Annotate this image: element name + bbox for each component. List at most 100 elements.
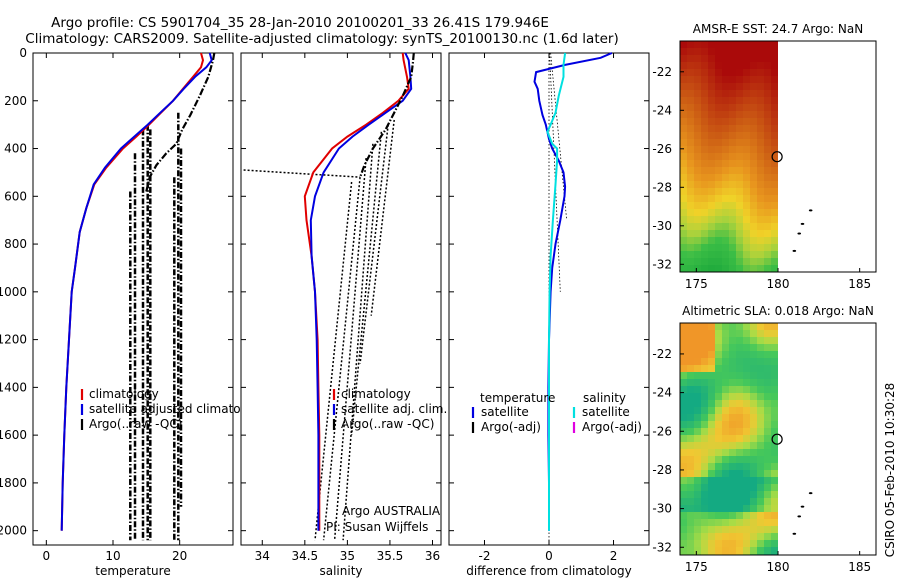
- sst-map-panel: AMSR-E SST: 24.7 Argo: NaN 175 180 185 -22 -2…: [652, 22, 877, 291]
- map-cell: [701, 55, 708, 62]
- map-cell: [722, 526, 729, 533]
- map-cell: [722, 104, 729, 111]
- map-cell: [687, 48, 694, 55]
- y-tick-label: 1600: [0, 428, 27, 442]
- map-cell: [743, 97, 750, 104]
- map-cell: [729, 421, 736, 428]
- map-cell: [701, 153, 708, 160]
- map-cell: [764, 372, 771, 379]
- map-cell: [750, 55, 757, 62]
- map-cell: [743, 372, 750, 379]
- map-cell: [715, 244, 722, 251]
- argo-raw-profile-line: [350, 131, 383, 436]
- map-cell: [722, 372, 729, 379]
- map-cell: [750, 400, 757, 407]
- map-cell: [687, 83, 694, 90]
- map-cell: [764, 69, 771, 76]
- map-cell: [708, 491, 715, 498]
- map-cell: [743, 400, 750, 407]
- map-cell: [757, 160, 764, 167]
- map-cell: [708, 547, 715, 554]
- map-cell: [694, 323, 701, 330]
- map-cell: [764, 83, 771, 90]
- map-cell: [694, 209, 701, 216]
- map-cell: [743, 533, 750, 540]
- map-cell: [771, 230, 778, 237]
- map-cell: [708, 265, 715, 272]
- map-cell: [729, 139, 736, 146]
- map-cell: [680, 463, 687, 470]
- map-cell: [722, 160, 729, 167]
- map-cell: [694, 132, 701, 139]
- map-cell: [701, 41, 708, 48]
- map-cell: [694, 365, 701, 372]
- map-cell: [722, 330, 729, 337]
- map-cell: [715, 258, 722, 265]
- map-cell: [743, 230, 750, 237]
- map-cell: [722, 97, 729, 104]
- map-cell: [715, 62, 722, 69]
- map-cell: [708, 421, 715, 428]
- map-cell: [687, 477, 694, 484]
- map-cell: [771, 365, 778, 372]
- map-cell: [729, 512, 736, 519]
- map-cell: [729, 62, 736, 69]
- map-cell: [750, 442, 757, 449]
- map-cell: [701, 118, 708, 125]
- map-cell: [736, 202, 743, 209]
- map-cell: [715, 421, 722, 428]
- map-cell: [687, 55, 694, 62]
- map-cell: [764, 470, 771, 477]
- legend-label: climatology: [341, 387, 411, 401]
- map-cell: [757, 104, 764, 111]
- map-cell: [757, 251, 764, 258]
- map-cell: [708, 111, 715, 118]
- map-cell: [729, 48, 736, 55]
- sla-map-panel: Altimetric SLA: 0.018 Argo: NaN 175 180 185…: [652, 304, 877, 574]
- map-cell: [736, 512, 743, 519]
- map-cell: [764, 209, 771, 216]
- map-cell: [687, 97, 694, 104]
- map-cell: [694, 174, 701, 181]
- map-cell: [729, 484, 736, 491]
- map-cell: [680, 435, 687, 442]
- map-cell: [701, 216, 708, 223]
- map-cell: [750, 393, 757, 400]
- map-cell: [771, 407, 778, 414]
- map-cell: [771, 188, 778, 195]
- map-cell: [750, 344, 757, 351]
- y-tick-label: -22: [652, 65, 672, 79]
- map-cell: [680, 484, 687, 491]
- map-cell: [764, 104, 771, 111]
- map-cell: [736, 386, 743, 393]
- legend-label: satellite adj. clim.: [341, 402, 447, 416]
- y-tick-label: -22: [652, 347, 672, 361]
- map-cell: [722, 407, 729, 414]
- map-cell: [771, 132, 778, 139]
- map-cell: [687, 470, 694, 477]
- map-cell: [743, 146, 750, 153]
- map-cell: [771, 498, 778, 505]
- map-cell: [680, 167, 687, 174]
- map-cell: [757, 174, 764, 181]
- map-cell: [729, 414, 736, 421]
- map-cell: [764, 505, 771, 512]
- map-cell: [743, 104, 750, 111]
- map-cell: [764, 407, 771, 414]
- map-cell: [750, 435, 757, 442]
- map-cell: [729, 104, 736, 111]
- x-tick-label: 35.5: [377, 549, 404, 563]
- map-cell: [694, 153, 701, 160]
- map-cell: [680, 491, 687, 498]
- map-cell: [680, 449, 687, 456]
- map-cell: [708, 202, 715, 209]
- map-cell: [764, 160, 771, 167]
- map-cell: [701, 407, 708, 414]
- map-cell: [687, 111, 694, 118]
- map-cell: [722, 365, 729, 372]
- map-cell: [708, 69, 715, 76]
- y-tick-label: -32: [652, 257, 672, 271]
- map-cell: [701, 251, 708, 258]
- map-cell: [757, 435, 764, 442]
- map-cell: [736, 76, 743, 83]
